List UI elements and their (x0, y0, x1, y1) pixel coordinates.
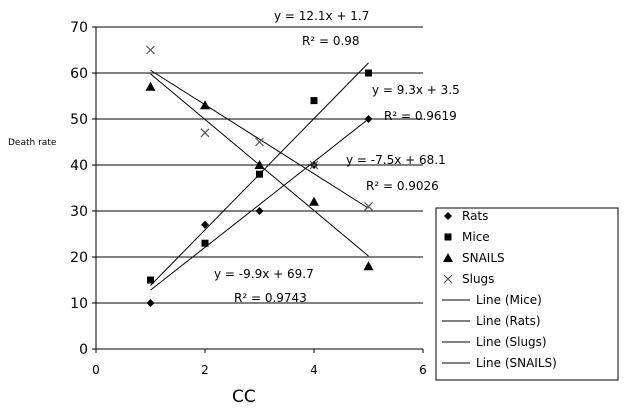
rats-equation: y = 9.3x + 3.5 (372, 83, 460, 97)
legend-label: Rats (462, 209, 488, 223)
legend-item: Mice (444, 230, 490, 244)
trendline-equations: y = 12.1x + 1.7 R² = 0.98 y = 9.3x + 3.5… (214, 9, 460, 305)
x-axis-label: CC (232, 387, 256, 407)
snails-r2: R² = 0.9743 (234, 291, 307, 305)
legend-label: Line (Mice) (476, 293, 542, 307)
rats-point (364, 115, 373, 123)
x-tick-labels: 0 2 4 6 (92, 363, 427, 377)
rats-point (201, 220, 209, 229)
legend: Rats Mice SNAILS Slugs Line (Mice) Line (Rats… (435, 207, 619, 381)
legend-label: Slugs (462, 272, 494, 286)
slugs-point (364, 201, 373, 211)
slugs-equation: y = -7.5x + 68.1 (346, 153, 446, 167)
snails-equation: y = -9.9x + 69.7 (214, 267, 314, 281)
y-tick-label: 20 (70, 250, 88, 266)
rats-point (255, 207, 264, 215)
legend-label: SNAILS (462, 251, 505, 265)
x-tick-label: 2 (201, 363, 209, 377)
mice-r2: R² = 0.98 (302, 34, 360, 48)
legend-label: Line (Slugs) (476, 335, 547, 349)
axes (95, 27, 423, 350)
legend-item: Line (SNAILS) (442, 356, 557, 370)
mice-point (147, 276, 154, 284)
rats-r2: R² = 0.9619 (384, 109, 457, 123)
legend-label: Line (Rats) (476, 314, 541, 328)
data-points (145, 45, 374, 307)
x-tick-label: 4 (310, 363, 318, 377)
slugs-r2: R² = 0.9026 (366, 179, 439, 193)
slugs-point (200, 128, 210, 138)
y-axis-label: Death rate (8, 138, 57, 148)
snails-point (309, 196, 319, 206)
y-tick-label: 60 (70, 66, 88, 82)
y-tick-label: 0 (79, 342, 88, 358)
rats-point (146, 299, 155, 307)
mice-point (201, 239, 209, 247)
legend-item: Line (Mice) (442, 293, 542, 307)
snails-point (200, 100, 210, 110)
slugs-point (309, 160, 319, 170)
legend-item: Line (Slugs) (442, 335, 547, 349)
snails-point (145, 81, 156, 91)
mice-equation: y = 12.1x + 1.7 (274, 9, 369, 23)
mice-point (310, 97, 318, 105)
legend-item: Rats (444, 209, 488, 223)
legend-label: Mice (462, 230, 490, 244)
snails-point (254, 160, 265, 169)
legend-marker (444, 212, 452, 220)
legend-box (435, 207, 619, 381)
x-tick-label: 0 (92, 363, 100, 377)
legend-marker (443, 253, 453, 262)
trendline (150, 118, 369, 291)
mice-point (365, 69, 372, 77)
legend-item: Line (Rats) (442, 314, 541, 328)
y-tick-labels: 0 10 20 30 40 50 60 70 (70, 20, 88, 358)
legend-item: SNAILS (443, 251, 505, 265)
y-tick-label: 10 (70, 296, 88, 312)
legend-label: Line (SNAILS) (476, 356, 557, 370)
trendline (150, 69, 369, 209)
legend-item: Slugs (443, 272, 494, 286)
snails-point (363, 261, 374, 271)
y-tick-label: 30 (70, 204, 88, 220)
slugs-point (255, 137, 264, 147)
y-tick-label: 50 (70, 112, 88, 128)
legend-marker (444, 233, 452, 241)
slugs-point (146, 45, 155, 55)
mice-point (256, 170, 263, 178)
y-tick-label: 40 (70, 158, 88, 174)
legend-marker (443, 274, 453, 284)
y-tick-label: 70 (70, 20, 88, 36)
x-tick-label: 6 (419, 363, 427, 377)
